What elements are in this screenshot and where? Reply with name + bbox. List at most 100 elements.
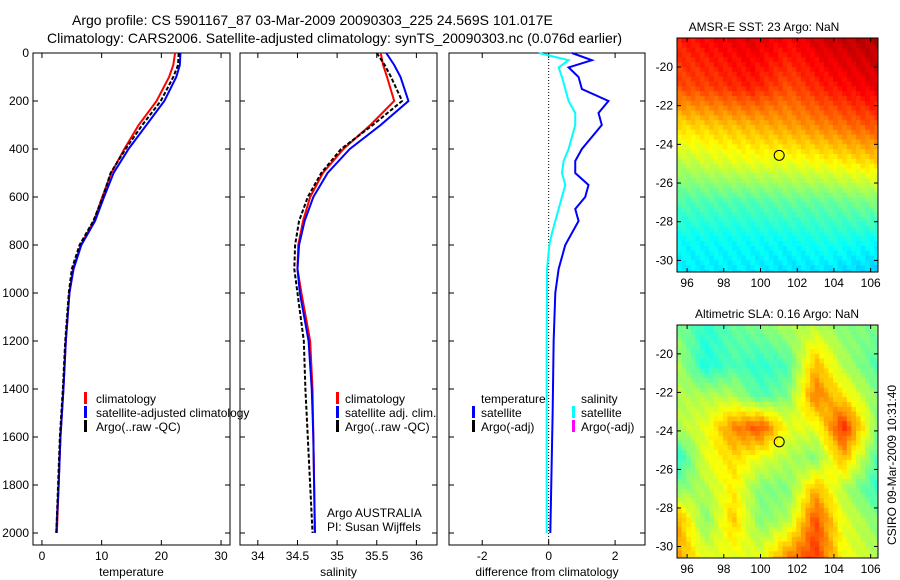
heatmap-cell [736, 115, 742, 121]
heatmap-cell [745, 517, 751, 523]
heatmap-cell [727, 120, 733, 126]
heatmap-cell [681, 202, 687, 208]
heatmap-cell [800, 192, 806, 199]
sla-map-panel: 96 98 100 102 104 106-20-22-24-26-28-30 [656, 324, 881, 576]
heatmap-cell [773, 62, 779, 68]
heatmap-cell [814, 329, 820, 336]
heatmap-cell [695, 226, 701, 232]
heatmap-cell [819, 212, 825, 218]
heatmap-cell [814, 339, 820, 345]
heatmap-cell [722, 120, 728, 126]
heatmap-cell [704, 440, 710, 446]
heatmap-cell [681, 139, 687, 145]
heatmap-cell [869, 483, 875, 490]
heatmap-cell [755, 397, 761, 403]
heatmap-cell [865, 474, 871, 480]
heatmap-cell [814, 459, 820, 466]
heatmap-cell [736, 527, 742, 533]
heatmap-cell [690, 459, 696, 466]
heatmap-cell [713, 402, 719, 408]
y-tick-label: -26 [656, 462, 674, 476]
heatmap-cell [828, 187, 834, 194]
heatmap-cell [846, 522, 852, 528]
heatmap-cell [704, 387, 710, 393]
heatmap-cell [709, 178, 715, 184]
heatmap-cell [874, 173, 879, 179]
heatmap-cell [814, 120, 820, 126]
heatmap-cell [727, 47, 733, 54]
heatmap-cell [732, 450, 738, 456]
heatmap-cell [755, 358, 761, 365]
x-tick-label: 106 [861, 562, 881, 576]
heatmap-cell [777, 402, 784, 408]
heatmap-cell [874, 134, 879, 141]
heatmap-cell [677, 139, 683, 145]
heatmap-cell [869, 62, 875, 68]
heatmap-cell [755, 536, 761, 543]
heatmap-cell [718, 139, 724, 145]
heatmap-cell [777, 344, 784, 350]
heatmap-cell [732, 334, 738, 340]
heatmap-cell [805, 154, 811, 160]
heatmap-cell [823, 445, 829, 451]
heatmap-cell [727, 402, 733, 408]
heatmap-cell [819, 416, 825, 422]
heatmap-cell [727, 236, 733, 242]
heatmap-cell [837, 139, 843, 145]
heatmap-cell [709, 158, 715, 165]
heatmap-cell [695, 411, 701, 417]
heatmap-cell [814, 212, 820, 218]
heatmap-cell [736, 265, 742, 271]
heatmap-cell [787, 373, 793, 379]
heatmap-cell [837, 368, 843, 374]
heatmap-cell [791, 329, 797, 336]
heatmap-cell [681, 430, 687, 437]
heatmap-cell [796, 325, 802, 331]
heatmap-cell [846, 134, 852, 141]
heatmap-cell [736, 402, 742, 408]
heatmap-cell [704, 368, 710, 374]
heatmap-cell [732, 430, 738, 437]
heatmap-cell [851, 197, 857, 203]
heatmap-cell [732, 139, 738, 145]
heatmap-cell [768, 382, 774, 389]
heatmap-cell [865, 488, 871, 494]
heatmap-cell [741, 474, 747, 480]
heatmap-cell [865, 522, 871, 528]
heatmap-cell [777, 493, 784, 499]
heatmap-cell [699, 241, 706, 247]
heatmap-cell [690, 81, 696, 87]
heatmap-cell [695, 445, 701, 451]
heatmap-cell [750, 479, 756, 485]
heatmap-cell [686, 100, 692, 107]
heatmap-cell [718, 445, 724, 451]
heatmap-cell [846, 368, 852, 374]
heatmap-cell [764, 42, 770, 49]
heatmap-cell [718, 536, 724, 543]
heatmap-cell [796, 91, 802, 97]
heatmap-cell [709, 339, 715, 345]
heatmap-cell [764, 71, 770, 78]
heatmap-cell [718, 503, 724, 509]
heatmap-cell [819, 187, 825, 194]
heatmap-cell [869, 532, 875, 538]
heatmap-cell [745, 134, 751, 141]
heatmap-cell [874, 57, 879, 63]
heatmap-cell [828, 212, 834, 218]
heatmap-cell [860, 507, 866, 514]
heatmap-cell [690, 546, 696, 552]
heatmap-cell [828, 110, 834, 116]
heatmap-cell [814, 144, 820, 150]
heatmap-cell [750, 334, 756, 340]
heatmap-cell [796, 397, 802, 403]
heatmap-cell [773, 158, 779, 165]
heatmap-cell [741, 522, 747, 528]
heatmap-cell [718, 402, 724, 408]
heatmap-cell [814, 96, 820, 102]
heatmap-cell [837, 231, 843, 237]
heatmap-cell [727, 81, 733, 87]
heatmap-cell [782, 479, 788, 485]
heatmap-cell [846, 207, 852, 213]
heatmap-cell [851, 426, 857, 432]
heatmap-cell [874, 479, 879, 485]
